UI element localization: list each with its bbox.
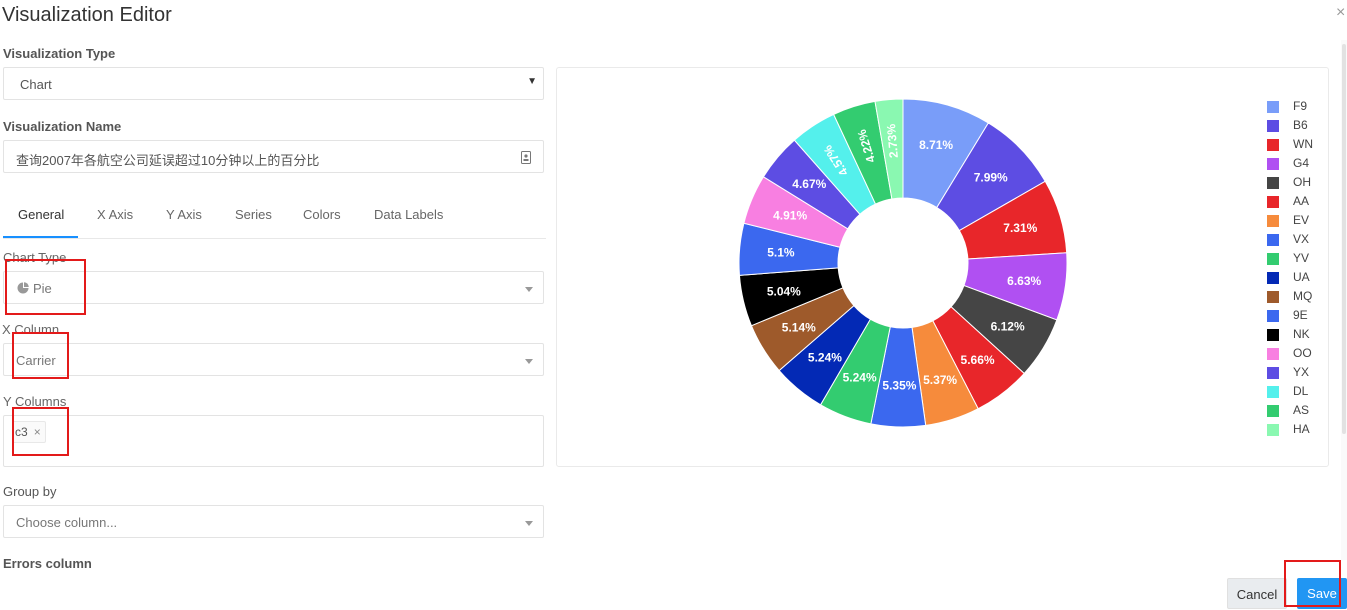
x-column-label: X Column: [2, 322, 60, 337]
pie-label-nk: 5.04%: [767, 284, 801, 298]
tab-y-axis[interactable]: Y Axis: [166, 207, 202, 222]
x-column-value: Carrier: [16, 353, 56, 368]
legend-label: YX: [1293, 365, 1310, 379]
viz-type-select[interactable]: Chart ▼: [3, 67, 544, 100]
pie-label-b6: 7.99%: [974, 171, 1008, 185]
legend-swatch: [1267, 424, 1279, 436]
pie-label-yx: 4.67%: [792, 177, 826, 191]
legend-label: NK: [1293, 327, 1310, 341]
active-tab-indicator: [3, 236, 78, 238]
legend-label: DL: [1293, 384, 1309, 398]
group-by-placeholder: Choose column...: [16, 515, 118, 530]
caret-down-icon: ▼: [527, 76, 537, 87]
legend-label: OH: [1293, 175, 1311, 189]
viz-type-label: Visualization Type: [3, 46, 116, 61]
legend-swatch: [1267, 367, 1279, 379]
remove-tag-icon[interactable]: ×: [33, 425, 41, 439]
y-columns-label: Y Columns: [3, 394, 67, 409]
viz-name-label: Visualization Name: [3, 119, 122, 134]
y-column-tag-label: c3: [15, 425, 28, 439]
legend-label: YV: [1293, 251, 1310, 265]
dialog-title: Visualization Editor: [2, 4, 172, 26]
cancel-button[interactable]: Cancel: [1227, 578, 1287, 609]
editor-tabs: General X Axis Y Axis Series Colors Data…: [3, 196, 546, 239]
legend-swatch: [1267, 139, 1279, 151]
legend-label: VX: [1293, 232, 1310, 246]
legend-swatch: [1267, 234, 1279, 246]
legend-swatch: [1267, 101, 1279, 113]
scrollbar-thumb[interactable]: [1342, 44, 1346, 434]
legend-label: EV: [1293, 213, 1310, 227]
pie-label-vx: 5.35%: [882, 378, 916, 392]
chart-type-label: Chart Type: [3, 250, 67, 265]
legend-label: AS: [1293, 403, 1310, 417]
pie-label-ev: 5.37%: [923, 373, 957, 387]
caret-down-icon: [525, 287, 533, 292]
pie-label-aa: 5.66%: [961, 353, 995, 367]
errors-column-label: Errors column: [3, 556, 92, 571]
tab-general[interactable]: General: [18, 207, 65, 222]
legend-swatch: [1267, 158, 1279, 170]
pie-label-yv: 5.24%: [843, 371, 877, 385]
viz-type-value: Chart: [20, 77, 52, 92]
pie-label-ha: 2.73%: [884, 123, 901, 158]
legend-swatch: [1267, 177, 1279, 189]
legend-label: HA: [1293, 422, 1310, 436]
legend-label: WN: [1293, 137, 1313, 151]
legend-label: AA: [1293, 194, 1310, 208]
pie-label-wn: 7.31%: [1003, 221, 1037, 235]
chart-type-value: Pie: [33, 281, 52, 296]
pie-label-oh: 6.12%: [991, 320, 1025, 334]
legend-label: B6: [1293, 118, 1308, 132]
legend-swatch: [1267, 215, 1279, 227]
pie-label-oo: 4.91%: [773, 208, 807, 222]
tab-series[interactable]: Series: [235, 207, 272, 222]
legend-label: OO: [1293, 346, 1312, 360]
legend-swatch: [1267, 272, 1279, 284]
chart-preview: c38.71%7.99%7.31%6.63%6.12%5.66%5.37%5.3…: [556, 67, 1329, 467]
caret-down-icon: [525, 521, 533, 526]
caret-down-icon: [525, 359, 533, 364]
pie-label-f9: 8.71%: [919, 138, 953, 152]
legend-swatch: [1267, 253, 1279, 265]
group-by-select[interactable]: Choose column...: [3, 505, 544, 538]
contact-card-icon: [521, 151, 531, 164]
pie-chart: c38.71%7.99%7.31%6.63%6.12%5.66%5.37%5.3…: [738, 98, 1068, 428]
legend-label: UA: [1293, 270, 1310, 284]
pie-slice-ha[interactable]: [874, 98, 904, 200]
tab-x-axis[interactable]: X Axis: [97, 207, 134, 222]
pie-label-g4: 6.63%: [1007, 274, 1041, 288]
legend-swatch: [1267, 120, 1279, 132]
group-by-label: Group by: [3, 484, 57, 499]
legend-label: F9: [1293, 99, 1308, 113]
tab-colors[interactable]: Colors: [303, 207, 341, 222]
save-button[interactable]: Save: [1297, 578, 1347, 609]
legend-swatch: [1267, 196, 1279, 208]
legend-swatch: [1267, 386, 1279, 398]
y-column-tag: c3 ×: [12, 421, 46, 443]
x-column-select[interactable]: Carrier: [3, 343, 544, 376]
legend-label: 9E: [1293, 308, 1308, 322]
legend-label: G4: [1293, 156, 1310, 170]
pie-label-ua: 5.24%: [808, 350, 842, 364]
chart-type-select[interactable]: Pie: [3, 271, 544, 304]
viz-name-value: 查询2007年各航空公司延误超过10分钟以上的百分比: [16, 153, 320, 168]
pie-label-mq: 5.14%: [782, 320, 816, 334]
close-icon[interactable]: ×: [1336, 4, 1346, 21]
tab-data-labels[interactable]: Data Labels: [374, 207, 444, 222]
legend-label: MQ: [1293, 289, 1313, 303]
y-columns-select[interactable]: c3 ×: [3, 415, 544, 467]
legend-swatch: [1267, 348, 1279, 360]
pie-chart-icon: [17, 282, 29, 294]
legend-swatch: [1267, 329, 1279, 341]
pie-label-9e: 5.1%: [767, 246, 795, 260]
legend-swatch: [1267, 310, 1279, 322]
legend-swatch: [1267, 291, 1279, 303]
legend-swatch: [1267, 405, 1279, 417]
viz-name-input[interactable]: 查询2007年各航空公司延误超过10分钟以上的百分比: [3, 140, 544, 173]
